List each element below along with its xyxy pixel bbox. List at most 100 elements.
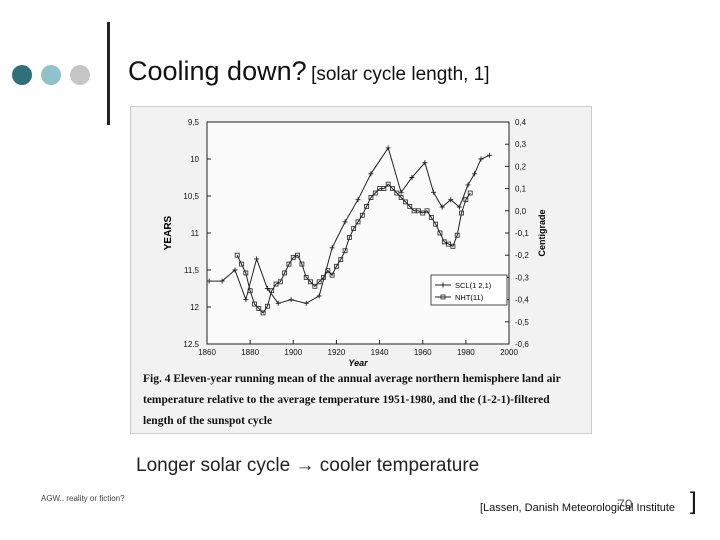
page-number: 70: [617, 496, 633, 512]
series-1-point-22: [329, 272, 335, 278]
series-1-point-51: [454, 232, 460, 238]
series-0-point-21: [456, 204, 462, 210]
series-0-point-19: [439, 204, 445, 210]
series-1-point-4: [252, 301, 257, 307]
series-0-point-24: [478, 156, 484, 162]
y-left-tick-label-2: 10,5: [183, 192, 199, 201]
series-0-point-1: [219, 278, 225, 284]
title-main: Cooling down?: [128, 56, 307, 86]
series-0-point-5: [264, 286, 270, 291]
series-1-point-16: [303, 274, 309, 280]
source-bracket: ]: [690, 488, 697, 515]
y-left-axis-label: YEARS: [163, 215, 174, 250]
series-1-point-12: [286, 261, 292, 267]
series-0-point-16: [409, 175, 415, 180]
y-right-tick-label-0: 0,4: [515, 118, 527, 127]
series-1-point-52: [459, 210, 464, 216]
series-1-point-53: [463, 197, 469, 203]
series-1-point-17: [308, 279, 313, 285]
slide-title: Cooling down? [solar cycle length, 1]: [128, 56, 490, 87]
series-1-point-36: [390, 186, 395, 191]
y-right-tick-label-6: -0,2: [515, 251, 529, 260]
figure-caption: Fig. 4 Eleven-year running mean of the a…: [143, 373, 561, 427]
series-0-point-2: [232, 267, 238, 273]
series-0-point-18: [431, 189, 436, 195]
series-0-point-10: [329, 245, 335, 251]
x-tick-label-7: 2000: [500, 348, 518, 357]
series-1-point-10: [277, 279, 283, 285]
series-1-point-35: [385, 181, 391, 187]
series-1-point-21: [325, 268, 331, 274]
series-1-point-18: [312, 283, 318, 289]
title-divider: [107, 22, 110, 125]
y-left-tick-label-3: 11: [191, 229, 200, 238]
series-0-point-3: [243, 297, 249, 303]
series-1-point-15: [299, 261, 305, 267]
series-1-point-1: [239, 261, 244, 267]
series-0-point-9: [316, 293, 322, 299]
legend-marker-0: [440, 282, 446, 288]
series-1-point-50: [450, 243, 456, 249]
legend-box: [430, 274, 508, 306]
series-1-point-3: [247, 288, 253, 294]
series-1-point-29: [359, 212, 365, 218]
series-0-point-15: [398, 189, 404, 195]
series-1-point-11: [282, 270, 288, 276]
y-right-axis-label: Centigrade: [537, 209, 547, 256]
series-1-point-26: [346, 235, 352, 240]
series-1-point-2: [243, 270, 249, 276]
series-0-point-8: [303, 300, 309, 306]
series-1-point-54: [467, 190, 473, 196]
decor-dot-2: [41, 65, 61, 85]
series-1-point-45: [428, 215, 434, 220]
series-1-point-8: [269, 288, 275, 294]
series-1-point-38: [398, 195, 404, 200]
x-tick-label-4: 1940: [371, 348, 389, 357]
y-right-tick-label-7: -0,3: [515, 273, 529, 282]
series-1-point-30: [364, 203, 370, 209]
y-right-tick-label-3: 0,1: [515, 185, 527, 194]
series-1-point-23: [334, 263, 339, 269]
source-citation: [Lassen, Danish Meteorological Institute: [480, 502, 676, 514]
series-0-point-4: [254, 256, 260, 262]
series-1-point-46: [433, 221, 439, 227]
legend-marker-1: [440, 294, 446, 300]
series-0-point-25: [487, 152, 493, 158]
slide-subtitle: Longer solar cycle → cooler temperature: [136, 455, 480, 476]
series-1-point-47: [437, 230, 443, 236]
series-0-point-23: [471, 171, 477, 177]
decor-dot-3: [70, 65, 90, 85]
plot-frame: [206, 121, 510, 345]
y-right-tick-label-2: 0,2: [515, 162, 527, 171]
y-left-tick-label-1: 10: [190, 155, 199, 164]
series-0-point-0: [206, 278, 212, 284]
series-1-point-27: [351, 226, 357, 231]
series-0-point-14: [385, 145, 391, 151]
x-tick-label-1: 1880: [241, 348, 259, 357]
series-line-1: [236, 183, 471, 314]
y-right-tick-label-5: -0,1: [515, 229, 529, 238]
chart: 1860 1880 1900 1920 1940 1960 1980 2000 9,5 10 10,…: [163, 118, 547, 368]
series-1-point-44: [424, 208, 430, 214]
series-1-point-28: [355, 219, 361, 225]
series-0-point-12: [355, 197, 361, 203]
series-line-0: [209, 146, 490, 304]
y-left-tick-label-6: 12.5: [183, 340, 199, 349]
series-1-point-0: [234, 252, 240, 258]
series-1-point-24: [338, 257, 344, 263]
x-tick-label-0: 1860: [198, 348, 216, 357]
series-1-point-19: [316, 279, 322, 285]
series-1-point-5: [256, 306, 262, 311]
footer-text: AGW.. reality or fiction?: [41, 494, 125, 503]
series-1-point-40: [407, 203, 413, 209]
x-tick-label-5: 1960: [414, 348, 432, 357]
series-0-point-11: [342, 219, 348, 225]
series-1-point-31: [368, 195, 374, 200]
y-right-tick-label-1: 0,3: [515, 140, 527, 149]
series-1-point-6: [260, 310, 266, 316]
y-right-tick-label-4: 0,0: [515, 207, 527, 216]
x-axis-label: Year: [348, 358, 368, 368]
series-0-point-20: [448, 197, 454, 203]
series-1-point-34: [381, 186, 387, 191]
series-1-point-37: [394, 190, 400, 196]
